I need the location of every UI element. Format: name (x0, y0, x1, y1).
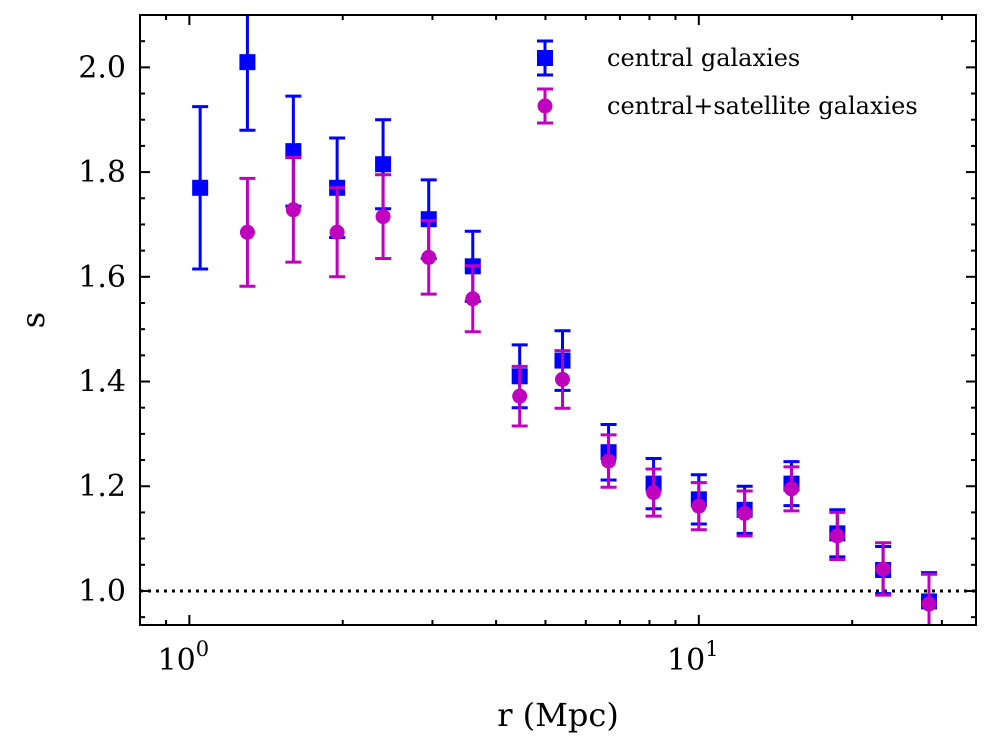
data-layer (192, 15, 937, 625)
data-point (421, 249, 437, 265)
data-point (601, 453, 617, 469)
data-point (329, 224, 345, 240)
legend-item: central+satellite galaxies (537, 87, 918, 125)
series-central-satellite (239, 155, 937, 625)
tick-layer (139, 14, 976, 625)
data-point (465, 291, 481, 307)
data-point (375, 209, 391, 225)
data-point (375, 156, 392, 173)
legend-marker (537, 50, 553, 66)
data-point (239, 54, 256, 71)
data-point (285, 143, 302, 160)
plot-frame (139, 14, 977, 626)
data-point (512, 388, 528, 404)
legend-marker (537, 98, 553, 114)
y-tick-label: 1.8 (78, 155, 126, 190)
tick-label-layer: 1.0 1.2 1.4 1.6 1.8 2.0 100 101 (78, 50, 718, 678)
x-axis-label: r (Mpc) (497, 696, 619, 734)
data-point (875, 561, 891, 577)
data-point (829, 528, 845, 544)
data-point (921, 596, 937, 612)
data-point (420, 211, 437, 228)
legend-item: central galaxies (537, 39, 800, 77)
y-tick-label: 1.2 (78, 469, 126, 504)
data-point (737, 505, 753, 521)
y-axis-label: s (14, 312, 52, 328)
data-point (239, 224, 255, 240)
data-point (554, 371, 570, 387)
x-tick-label: 101 (667, 637, 719, 678)
legend-label: central+satellite galaxies (607, 92, 918, 120)
legend-label: central galaxies (607, 44, 800, 72)
y-tick-label: 1.4 (78, 365, 126, 400)
data-point (646, 485, 662, 501)
y-tick-label: 2.0 (78, 50, 126, 85)
data-point (783, 481, 799, 497)
y-tick-label: 1.0 (78, 574, 126, 609)
data-point (285, 202, 301, 218)
legend: central galaxies central+satellite galaxi… (537, 39, 918, 125)
data-point (691, 498, 707, 514)
data-point (192, 179, 209, 196)
x-tick-label: 100 (158, 637, 210, 678)
y-tick-label: 1.6 (78, 260, 126, 295)
